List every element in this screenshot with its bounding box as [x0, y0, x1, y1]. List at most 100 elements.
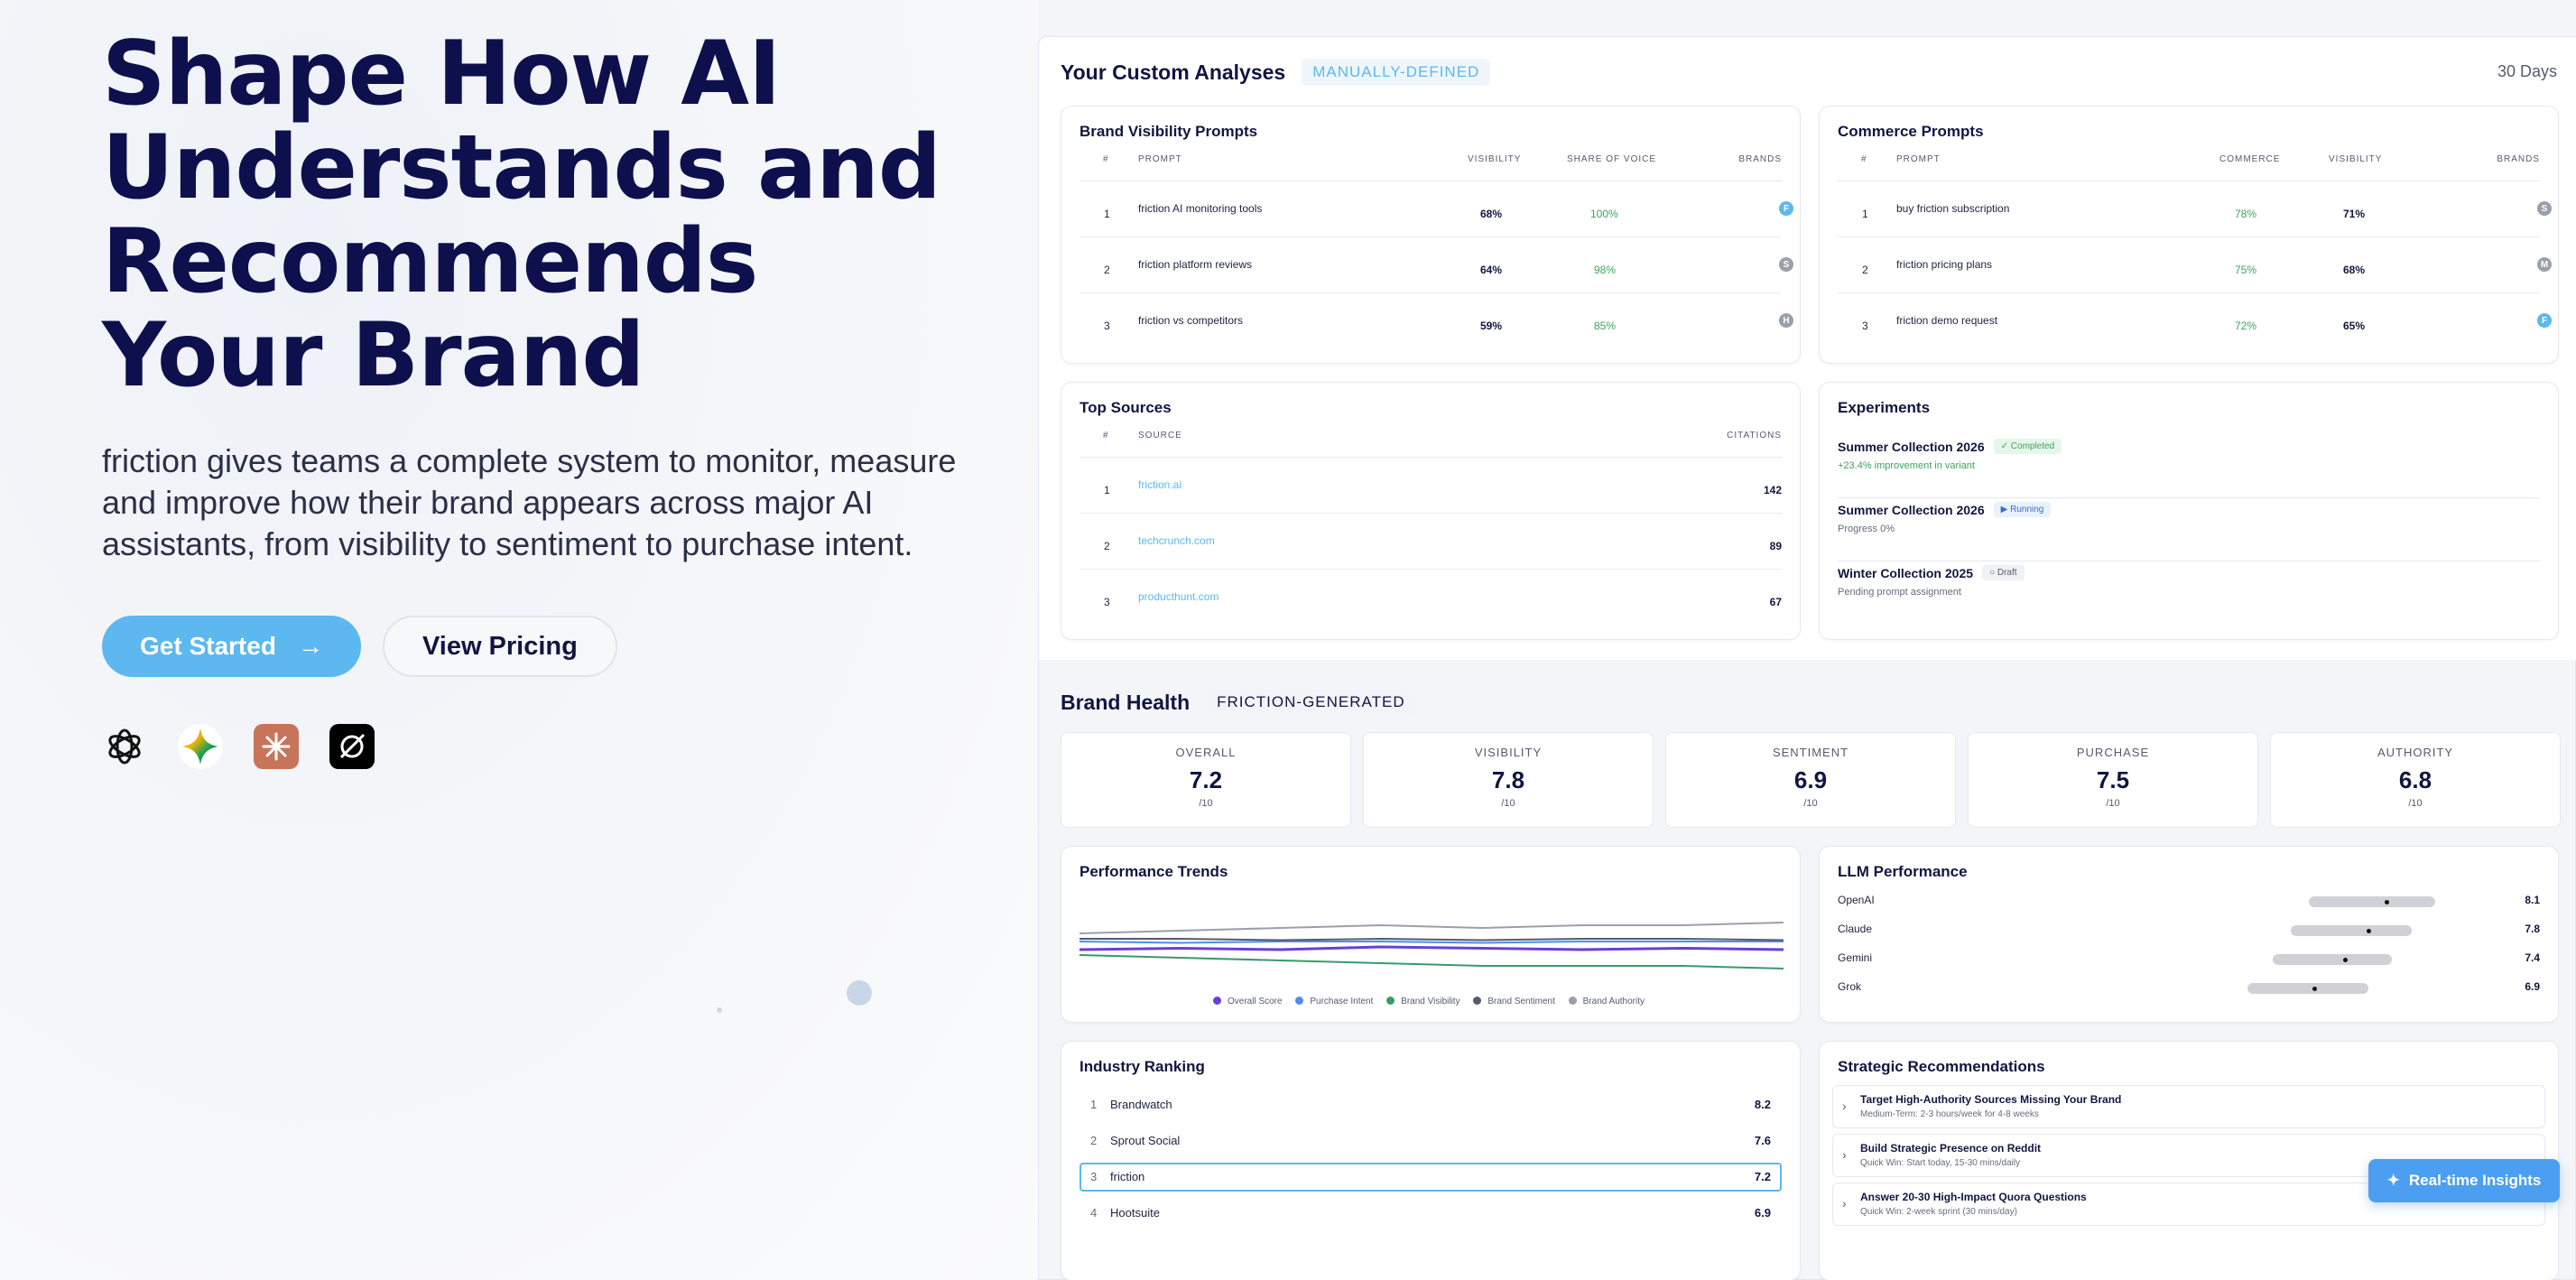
brand-health-header: Brand Health FRICTION-GENERATED — [1061, 689, 1416, 716]
status-badge: ✓ Completed — [1993, 439, 2062, 454]
prompt-text: friction AI monitoring tools — [1138, 202, 1263, 215]
date-range-selector[interactable]: 30 Days — [2497, 62, 2557, 80]
recommendation-item[interactable]: › Target High-Authority Sources Missing … — [1832, 1085, 2545, 1128]
card-title: Top Sources — [1080, 399, 1172, 416]
recommendation-item[interactable]: › Build Strategic Presence on Reddit Qui… — [1832, 1134, 2545, 1177]
card-title: Commerce Prompts — [1838, 123, 1984, 140]
claude-icon — [254, 724, 299, 769]
manually-defined-badge: MANUALLY-DEFINED — [1302, 59, 1491, 86]
rank-number: 3 — [1090, 1170, 1098, 1183]
arrow-right-icon: → — [297, 632, 323, 660]
card-title: Experiments — [1838, 399, 1931, 416]
table-row[interactable]: 2 techcrunch.com 89 — [1080, 515, 1782, 570]
llm-row-openai[interactable]: OpenAI 8.1 — [1838, 894, 2540, 912]
prompt-text: friction demo request — [1896, 314, 1998, 327]
series-line-brand-sentiment — [1080, 937, 1784, 941]
table-header: # PROMPT COMMERCE VISIBILITY BRANDS — [1838, 154, 2540, 181]
llm-row-grok[interactable]: Grok 6.9 — [1838, 980, 2540, 998]
custom-analyses-header: Your Custom Analyses MANUALLY-DEFINED — [1061, 59, 1491, 86]
col-header: PROMPT — [1138, 154, 1182, 164]
table-header: # PROMPT VISIBILITY SHARE OF VOICE BRAND… — [1080, 154, 1782, 181]
openai-icon — [102, 724, 147, 769]
legend-swatch — [1568, 997, 1577, 1005]
source-link[interactable]: friction.ai — [1138, 478, 1182, 491]
rank-name: Sprout Social — [1110, 1134, 1181, 1147]
table-row[interactable]: 3 friction demo request 72% 65% F — [1838, 294, 2553, 349]
recommendation-title: Target High-Authority Sources Missing Yo… — [1860, 1093, 2122, 1106]
grok-icon — [329, 724, 375, 769]
sov-value: 100% — [1590, 208, 1618, 220]
recommendation-item[interactable]: › Answer 20-30 High-Impact Quora Questio… — [1832, 1183, 2545, 1226]
llm-row-claude[interactable]: Claude 7.8 — [1838, 923, 2540, 941]
prompt-text: friction pricing plans — [1896, 258, 1993, 271]
row-number: 1 — [1104, 484, 1110, 496]
llm-score: 8.1 — [2525, 894, 2540, 906]
view-pricing-button[interactable]: View Pricing — [382, 616, 617, 677]
recommendation-detail: Medium-Term: 2-3 hours/week for 4-8 week… — [1860, 1109, 2039, 1119]
rank-name: Brandwatch — [1110, 1098, 1172, 1111]
legend-item[interactable]: Brand Sentiment — [1473, 997, 1559, 1006]
table-row[interactable]: 1 friction AI monitoring tools 68% 100% … — [1080, 182, 1794, 237]
hero-title: Shape How AI Understands and Recommends … — [102, 27, 1014, 403]
col-header: CITATIONS — [1727, 431, 1782, 441]
experiment-item[interactable]: Summer Collection 2026 ✓ Completed +23.4… — [1838, 435, 2540, 498]
table-row[interactable]: 2 friction pricing plans 75% 68% FAM — [1838, 238, 2553, 293]
ranking-row[interactable]: 2 Sprout Social 7.6 — [1080, 1127, 1782, 1155]
recommendation-detail: Quick Win: Start today, 15-30 mins/daily — [1860, 1158, 2021, 1168]
metric-unit: /10 — [1501, 798, 1515, 809]
realtime-insights-label: Real-time Insights — [2408, 1172, 2542, 1189]
hero-title-line: Shape How AI — [102, 23, 782, 125]
experiments-card: Experiments Summer Collection 2026 ✓ Com… — [1819, 382, 2559, 640]
citations-value: 89 — [1769, 540, 1782, 552]
col-header: BRANDS — [1738, 154, 1782, 164]
source-link[interactable]: producthunt.com — [1138, 590, 1219, 603]
avatar: S — [1778, 256, 1794, 273]
metric-authority: AUTHORITY 6.8 /10 — [2270, 732, 2561, 828]
realtime-insights-button[interactable]: ✦ Real-time Insights — [2368, 1159, 2560, 1202]
chevron-right-icon: › — [1842, 1147, 1847, 1162]
legend-item[interactable]: Brand Authority — [1568, 997, 1648, 1006]
llm-performance-card: LLM Performance OpenAI 8.1 Claude 7.8 Ge… — [1819, 846, 2559, 1023]
table-row[interactable]: 3 friction vs competitors 59% 85% FSH — [1080, 294, 1794, 349]
rank-number: 1 — [1090, 1098, 1098, 1111]
prompt-text: friction vs competitors — [1138, 314, 1244, 327]
col-header: # — [1861, 154, 1867, 164]
hero-title-line: Understands and — [102, 116, 941, 219]
col-header: # — [1103, 154, 1109, 164]
table-row[interactable]: 1 buy friction subscription 78% 71% FS — [1838, 182, 2553, 237]
row-number: 2 — [1104, 540, 1110, 552]
table-row[interactable]: 1 friction.ai 142 — [1080, 459, 1782, 514]
visibility-value: 68% — [2343, 264, 2366, 276]
card-title: LLM Performance — [1838, 863, 1968, 880]
legend-item[interactable]: Overall Score — [1212, 997, 1286, 1006]
ranking-row-highlighted[interactable]: 3 friction 7.2 — [1080, 1163, 1782, 1192]
metric-label: OVERALL — [1175, 746, 1237, 759]
experiment-item[interactable]: Summer Collection 2026 ▶ Running Progres… — [1838, 498, 2540, 561]
citations-value: 67 — [1769, 596, 1782, 608]
legend-item[interactable]: Brand Visibility — [1386, 997, 1463, 1006]
ranking-row[interactable]: 1 Brandwatch 8.2 — [1080, 1090, 1782, 1119]
chart-legend: Overall Score Purchase Intent Brand Visi… — [1061, 997, 1800, 1006]
col-header: SHARE OF VOICE — [1567, 154, 1657, 164]
metric-purchase: PURCHASE 7.5 /10 — [1968, 732, 2258, 828]
llm-score: 7.4 — [2525, 951, 2540, 964]
source-link[interactable]: techcrunch.com — [1138, 534, 1215, 547]
rank-score: 7.2 — [1754, 1170, 1771, 1183]
legend-swatch — [1473, 997, 1482, 1005]
experiment-detail: Progress 0% — [1838, 524, 1895, 534]
ranking-row[interactable]: 4 Hootsuite 6.9 — [1080, 1199, 1782, 1228]
metric-value: 7.2 — [1189, 766, 1223, 793]
table-row[interactable]: 2 friction platform reviews 64% 98% TS — [1080, 238, 1794, 293]
commerce-value: 75% — [2235, 264, 2257, 276]
visibility-value: 59% — [1480, 320, 1503, 332]
brand-visibility-prompts-card: Brand Visibility Prompts # PROMPT VISIBI… — [1061, 106, 1801, 364]
llm-row-gemini[interactable]: Gemini 7.4 — [1838, 951, 2540, 969]
metric-unit: /10 — [2408, 798, 2423, 809]
row-number: 1 — [1104, 208, 1110, 220]
legend-item[interactable]: Purchase Intent — [1295, 997, 1376, 1006]
experiment-item[interactable]: Winter Collection 2025 ○ Draft Pending p… — [1838, 561, 2540, 625]
get-started-button[interactable]: Get Started → — [102, 616, 361, 677]
experiment-detail: Pending prompt assignment — [1838, 587, 1961, 598]
table-row[interactable]: 3 producthunt.com 67 — [1080, 570, 1782, 626]
recommendation-detail: Quick Win: 2-week sprint (30 mins/day) — [1860, 1207, 2017, 1217]
